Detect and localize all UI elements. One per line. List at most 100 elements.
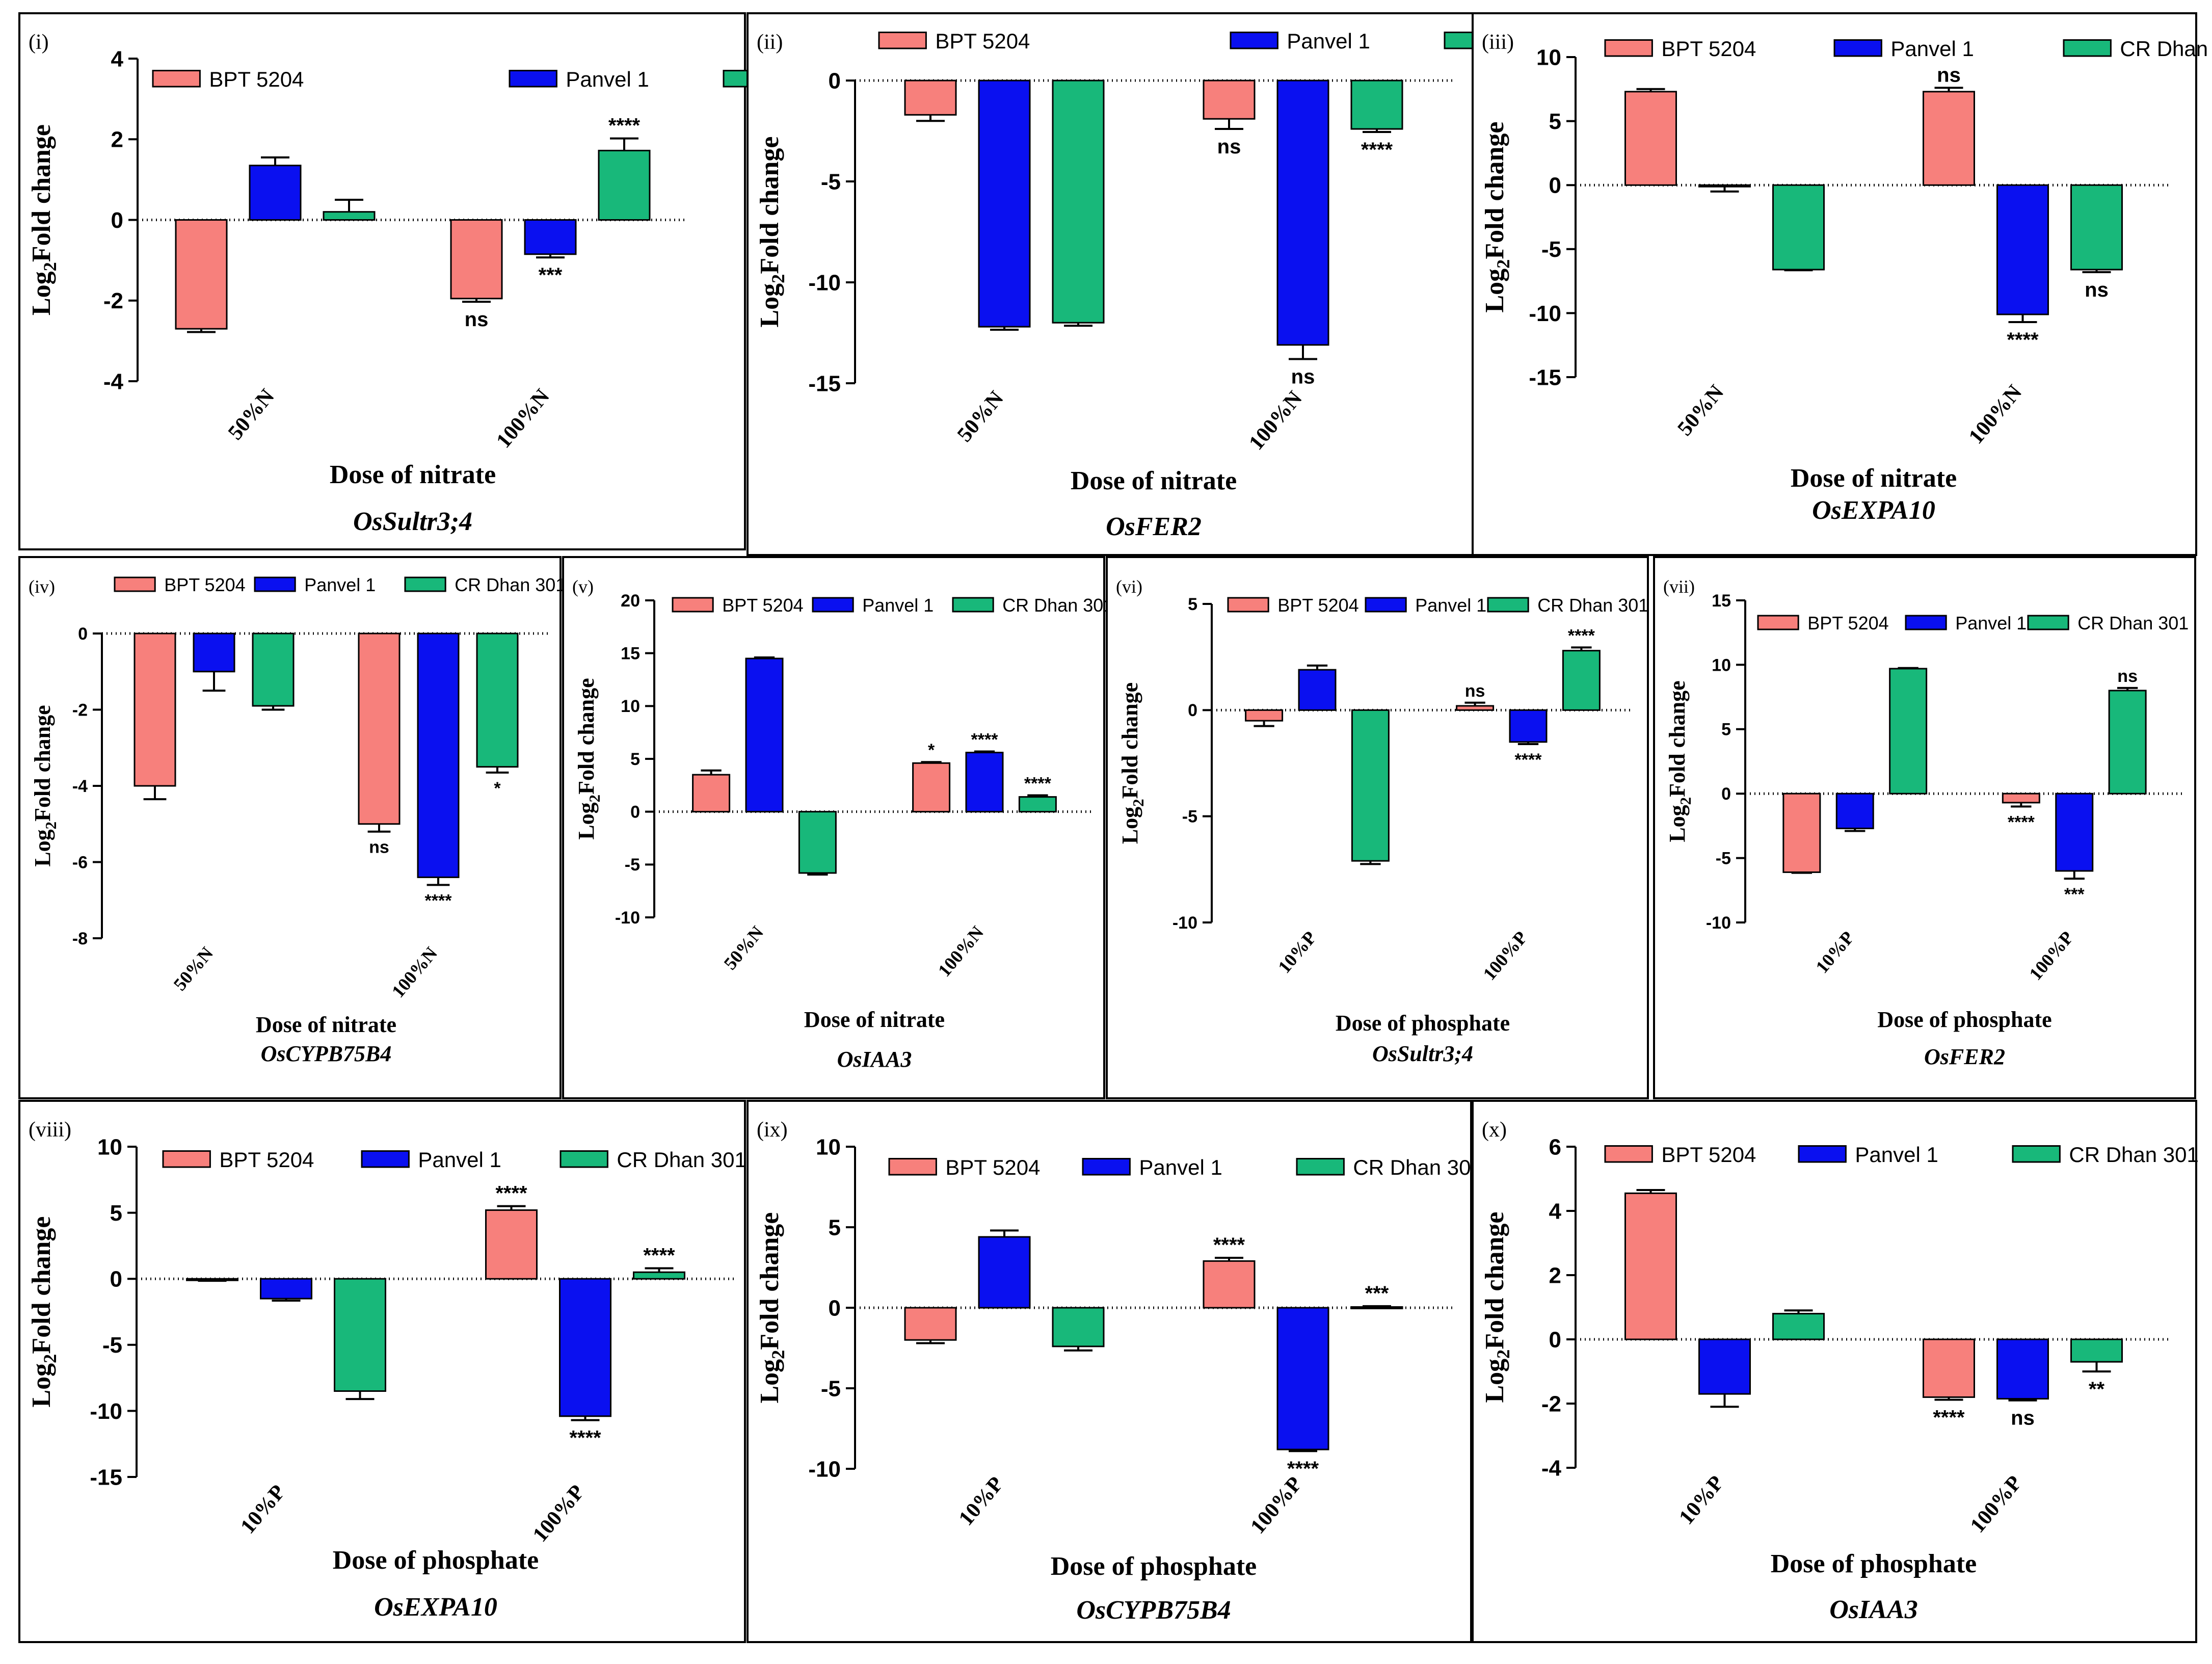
significance-label: **** bbox=[1933, 1406, 1965, 1429]
y-tick-label: -4 bbox=[72, 777, 88, 796]
category-group: ns******* bbox=[450, 115, 651, 331]
bar bbox=[1245, 709, 1284, 722]
legend-swatch bbox=[952, 597, 994, 613]
legend-label: Panvel 1 bbox=[1955, 613, 2027, 633]
significance-label: **** bbox=[608, 115, 641, 137]
chart-panel: (v)20151050-5-1050%N*********100%NLog2Fo… bbox=[562, 556, 1113, 1099]
legend-swatch bbox=[1757, 615, 1799, 630]
significance-label: ns bbox=[1937, 64, 1961, 86]
x-axis-title: Dose of nitrate bbox=[330, 460, 496, 489]
gene-title: OsCYPB75B4 bbox=[261, 1041, 392, 1066]
bar bbox=[252, 632, 295, 707]
significance-label: ns bbox=[2117, 667, 2138, 686]
y-tick-label: 0 bbox=[1549, 1327, 1561, 1352]
bar bbox=[1624, 1192, 1677, 1340]
y-tick-label: -10 bbox=[615, 908, 640, 928]
y-axis-title: Log2Fold change bbox=[27, 124, 60, 315]
legend: BPT 5204 Panvel 1 CR Dhan 301 bbox=[114, 574, 566, 595]
gene-title: OsIAA3 bbox=[1829, 1595, 1917, 1624]
legend-swatch bbox=[114, 576, 156, 592]
legend-swatch bbox=[1833, 39, 1882, 57]
panel-label: (viii) bbox=[29, 1118, 71, 1142]
y-tick-label: -8 bbox=[72, 929, 88, 948]
y-tick-label: -2 bbox=[1541, 1391, 1561, 1416]
bar bbox=[1624, 91, 1677, 186]
legend-swatch bbox=[1082, 1158, 1131, 1176]
legend-swatch bbox=[1604, 39, 1653, 57]
bar bbox=[559, 1278, 611, 1417]
legend-swatch bbox=[509, 70, 557, 88]
category-group: *******ns bbox=[2002, 667, 2147, 904]
legend-swatch bbox=[361, 1150, 410, 1168]
panel-label: (iii) bbox=[1482, 31, 1514, 54]
legend-label: BPT 5204 bbox=[722, 595, 803, 616]
x-axis-title: Dose of phosphate bbox=[333, 1546, 539, 1575]
gene-title: OsEXPA10 bbox=[1812, 496, 1935, 525]
y-axis-title: Log2Fold change bbox=[1480, 1211, 1513, 1403]
bar bbox=[692, 774, 731, 813]
y-tick-label: 5 bbox=[1549, 109, 1561, 134]
significance-label: ns bbox=[369, 838, 389, 857]
bar bbox=[260, 1278, 312, 1300]
bar bbox=[323, 211, 376, 221]
category-group bbox=[1624, 88, 1825, 272]
y-tick-label: -5 bbox=[821, 169, 841, 194]
significance-label: *** bbox=[1365, 1282, 1389, 1305]
legend-swatch bbox=[2012, 1145, 2061, 1163]
chart-panel: (vii)151050-5-1010%P*******ns100%PLog2Fo… bbox=[1653, 556, 2196, 1099]
y-tick-label: 5 bbox=[1721, 720, 1731, 739]
panel-label: (vii) bbox=[1663, 576, 1695, 597]
panel-frame bbox=[18, 12, 746, 550]
legend-label: Panvel 1 bbox=[862, 595, 934, 616]
y-tick-label: 10 bbox=[621, 697, 640, 716]
chart-panel: (iii)1050-5-10-1550%Nns****ns100%NLog2Fo… bbox=[1472, 12, 2212, 556]
legend-label: BPT 5204 bbox=[1807, 613, 1888, 633]
y-tick-label: 10 bbox=[816, 1134, 841, 1159]
category-group: ns ns **** bbox=[1203, 80, 1403, 388]
bar bbox=[965, 752, 1004, 813]
y-tick-label: -5 bbox=[1182, 807, 1197, 827]
bar bbox=[334, 1278, 386, 1392]
legend-label: BPT 5204 bbox=[164, 574, 245, 595]
legend: BPT 5204 Panvel 1 CR Dhan 301 bbox=[672, 595, 1113, 616]
y-tick-label: 10 bbox=[1536, 45, 1561, 70]
legend: BPT 5204 Panvel 1 CR Dhan 301 bbox=[162, 1148, 747, 1172]
bar bbox=[1772, 184, 1825, 271]
legend-label: Panvel 1 bbox=[418, 1148, 501, 1172]
y-axis-title: Log2Fold change bbox=[755, 1212, 788, 1403]
significance-label: * bbox=[928, 741, 935, 760]
bar bbox=[134, 632, 176, 787]
legend-swatch bbox=[2027, 615, 2069, 630]
panel-label: (x) bbox=[1482, 1118, 1507, 1142]
bar bbox=[1018, 796, 1057, 813]
significance-label: **** bbox=[1024, 774, 1052, 794]
x-axis-title: Dose of phosphate bbox=[1336, 1011, 1510, 1036]
category-group: ********* bbox=[912, 730, 1057, 813]
bar bbox=[1456, 705, 1495, 711]
y-tick-label: 15 bbox=[621, 644, 640, 664]
y-tick-label: -5 bbox=[625, 855, 640, 875]
y-axis-title: Log2Fold change bbox=[30, 705, 60, 866]
legend: BPT 5204 Panvel 1 CR Dhan 301 bbox=[1604, 37, 2212, 61]
gene-title: OsCYPB75B4 bbox=[1076, 1596, 1231, 1625]
bar bbox=[1509, 709, 1548, 743]
bar bbox=[1698, 1338, 1751, 1395]
y-tick-label: -10 bbox=[1706, 913, 1731, 933]
significance-label: **** bbox=[643, 1244, 675, 1266]
panel-label: (ix) bbox=[757, 1118, 788, 1142]
category-group: **** **** **** bbox=[485, 1182, 685, 1449]
significance-label: ns bbox=[1217, 136, 1241, 158]
y-tick-label: 0 bbox=[1188, 701, 1197, 720]
y-tick-label: 2 bbox=[1549, 1263, 1561, 1288]
y-tick-label: -15 bbox=[90, 1465, 122, 1490]
legend: BPT 5204 Panvel 1 CR Dhan 301 bbox=[1227, 595, 1648, 616]
y-tick-label: 2 bbox=[111, 127, 123, 152]
legend-swatch bbox=[404, 576, 446, 592]
significance-label: ns bbox=[2011, 1407, 2035, 1430]
y-axis-title: Log2Fold change bbox=[574, 678, 603, 839]
significance-label: **** bbox=[495, 1182, 527, 1205]
legend-swatch bbox=[672, 597, 714, 613]
